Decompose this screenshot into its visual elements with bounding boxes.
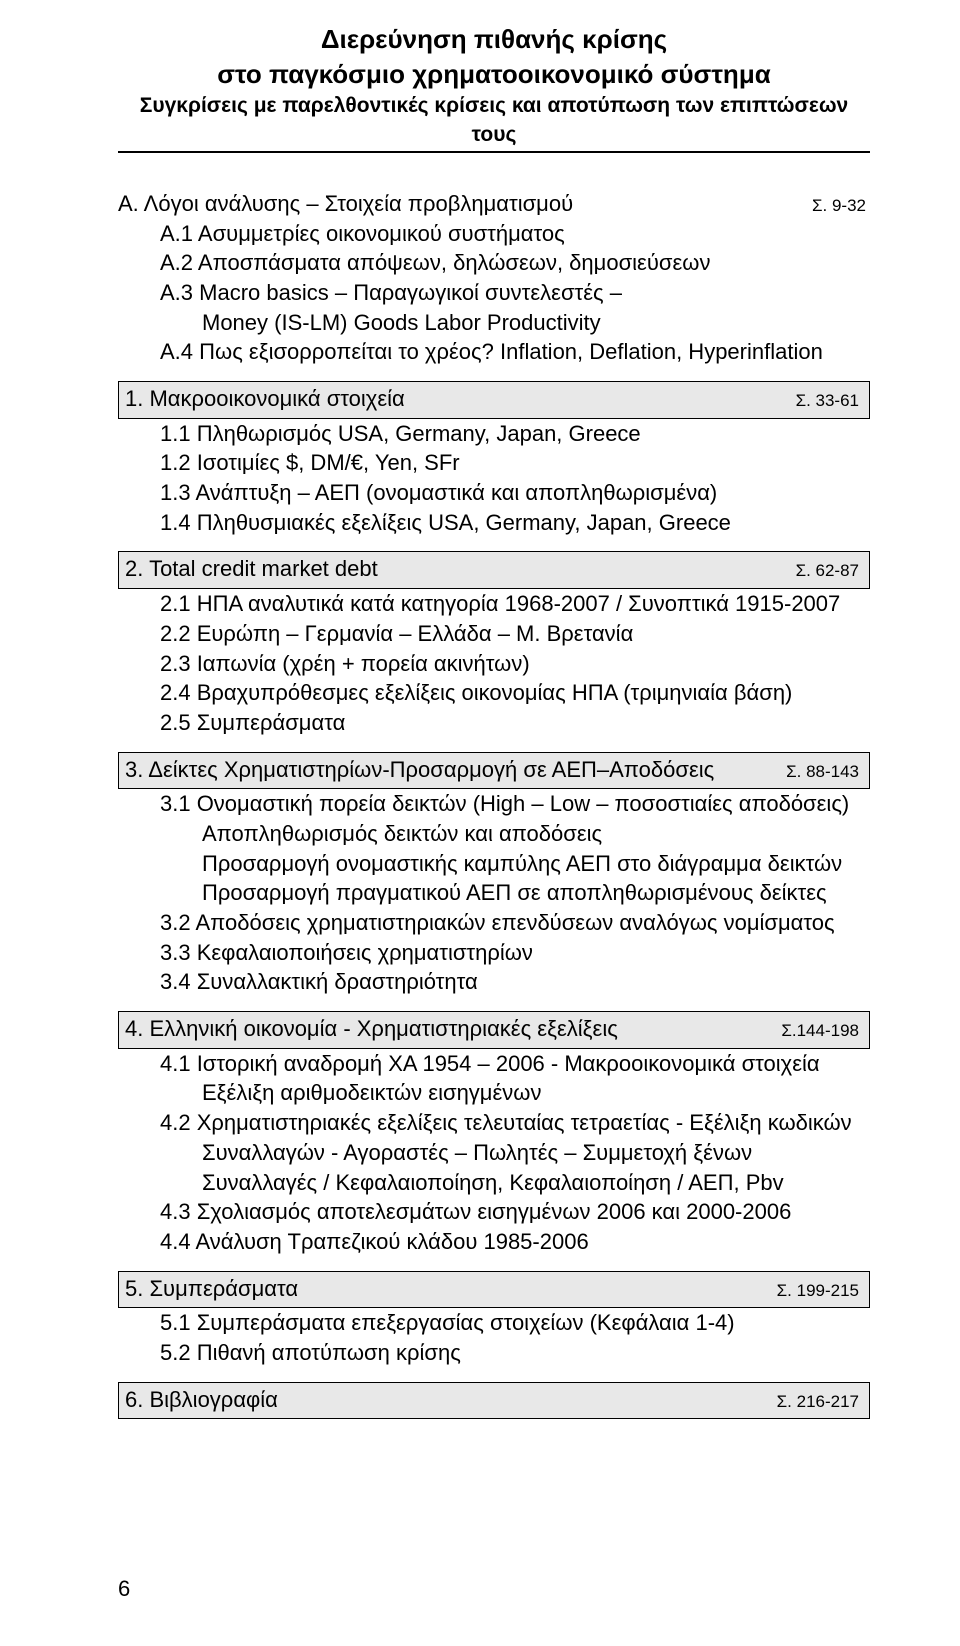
section-a-head: Α. Λόγοι ανάλυσης – Στοιχεία προβληματισ… — [118, 189, 870, 219]
section-6-head: 6. Βιβλιογραφία Σ. 216-217 — [118, 1382, 870, 1420]
section-6: 6. Βιβλιογραφία Σ. 216-217 — [118, 1382, 870, 1420]
toc-item: 4.4 Ανάλυση Τραπεζικού κλάδου 1985-2006 — [160, 1227, 870, 1257]
toc-item: 4.1 Ιστορική αναδρομή ΧΑ 1954 – 2006 - Μ… — [160, 1049, 870, 1079]
section-1-pageref: Σ. 33-61 — [796, 390, 863, 413]
section-a-title: Α. Λόγοι ανάλυσης – Στοιχεία προβληματισ… — [118, 189, 573, 219]
toc-subitem: Προσαρμογή πραγματικού ΑΕΠ σε αποπληθωρι… — [202, 878, 870, 908]
section-5: 5. Συμπεράσματα Σ. 199-215 5.1 Συμπεράσμ… — [118, 1271, 870, 1368]
toc-subitem: Money (IS-LM) Goods Labor Productivity — [202, 308, 870, 338]
section-2: 2. Total credit market debt Σ. 62-87 2.1… — [118, 551, 870, 737]
toc-item: 5.2 Πιθανή αποτύπωση κρίσης — [160, 1338, 870, 1368]
toc-item: 1.3 Ανάπτυξη – ΑΕΠ (ονομαστικά και αποπλ… — [160, 478, 870, 508]
toc-item: 1.1 Πληθωρισμός USA, Germany, Japan, Gre… — [160, 419, 870, 449]
toc-item: Α.1 Ασυμμετρίες οικονομικού συστήματος — [160, 219, 870, 249]
toc-item: 4.3 Σχολιασμός αποτελεσμάτων εισηγμένων … — [160, 1197, 870, 1227]
toc-item: Α.4 Πως εξισορροπείται το χρέος? Inflati… — [160, 337, 870, 367]
toc-item: 1.4 Πληθυσμιακές εξελίξεις USA, Germany,… — [160, 508, 870, 538]
toc-item: 5.1 Συμπεράσματα επεξεργασίας στοιχείων … — [160, 1308, 870, 1338]
toc-subitem: Συναλλαγών - Αγοραστές – Πωλητές – Συμμε… — [202, 1138, 870, 1168]
section-a: Α. Λόγοι ανάλυσης – Στοιχεία προβληματισ… — [118, 189, 870, 367]
section-5-items: 5.1 Συμπεράσματα επεξεργασίας στοιχείων … — [160, 1308, 870, 1367]
toc-item: 2.1 ΗΠΑ αναλυτικά κατά κατηγορία 1968-20… — [160, 589, 870, 619]
toc-item: 3.4 Συναλλακτική δραστηριότητα — [160, 967, 870, 997]
section-a-pageref: Σ. 9-32 — [812, 195, 870, 218]
section-5-title: 5. Συμπεράσματα — [125, 1274, 298, 1304]
section-3-title: 3. Δείκτες Χρηματιστηρίων-Προσαρμογή σε … — [125, 755, 714, 785]
toc-subitem: Συναλλαγές / Κεφαλαιοποίηση, Κεφαλαιοποί… — [202, 1168, 870, 1198]
section-3: 3. Δείκτες Χρηματιστηρίων-Προσαρμογή σε … — [118, 752, 870, 998]
section-a-items: Α.1 Ασυμμετρίες οικονομικού συστήματος Α… — [160, 219, 870, 367]
toc-subitem: Αποπληθωρισμός δεικτών και αποδόσεις — [202, 819, 870, 849]
page-number: 6 — [118, 1576, 130, 1602]
section-6-pageref: Σ. 216-217 — [777, 1391, 863, 1414]
title-line-3: Συγκρίσεις με παρελθοντικές κρίσεις και … — [118, 92, 870, 149]
toc-item: Α.3 Macro basics – Παραγωγικοί συντελεστ… — [160, 278, 870, 308]
section-2-items: 2.1 ΗΠΑ αναλυτικά κατά κατηγορία 1968-20… — [160, 589, 870, 737]
title-line-2: στο παγκόσμιο χρηματοοικονομικό σύστημα — [118, 57, 870, 92]
section-5-head: 5. Συμπεράσματα Σ. 199-215 — [118, 1271, 870, 1309]
section-6-title: 6. Βιβλιογραφία — [125, 1385, 278, 1415]
toc-item: Α.2 Αποσπάσματα απόψεων, δηλώσεων, δημοσ… — [160, 248, 870, 278]
toc-item: 2.3 Ιαπωνία (χρέη + πορεία ακινήτων) — [160, 649, 870, 679]
toc-item: 2.2 Ευρώπη – Γερμανία – Ελλάδα – Μ. Βρετ… — [160, 619, 870, 649]
section-4-pageref: Σ.144-198 — [781, 1020, 863, 1043]
title-block: Διερεύνηση πιθανής κρίσης στο παγκόσμιο … — [118, 22, 870, 149]
section-3-items: 3.1 Ονομαστική πορεία δεικτών (High – Lo… — [160, 789, 870, 997]
section-1: 1. Μακροοικονομικά στοιχεία Σ. 33-61 1.1… — [118, 381, 870, 537]
document-page: Διερεύνηση πιθανής κρίσης στο παγκόσμιο … — [0, 0, 960, 1646]
toc-item: 3.1 Ονομαστική πορεία δεικτών (High – Lo… — [160, 789, 870, 819]
section-4-title: 4. Ελληνική οικονομία - Χρηματιστηριακές… — [125, 1014, 618, 1044]
toc-subitem: Εξέλιξη αριθμοδεικτών εισηγμένων — [202, 1078, 870, 1108]
toc-item: 4.2 Χρηματιστηριακές εξελίξεις τελευταία… — [160, 1108, 870, 1138]
section-3-head: 3. Δείκτες Χρηματιστηρίων-Προσαρμογή σε … — [118, 752, 870, 790]
section-3-pageref: Σ. 88-143 — [786, 761, 863, 784]
toc-item: 1.2 Ισοτιμίες $, DM/€, Yen, SFr — [160, 448, 870, 478]
section-2-title: 2. Total credit market debt — [125, 554, 378, 584]
section-2-pageref: Σ. 62-87 — [796, 560, 863, 583]
section-5-pageref: Σ. 199-215 — [777, 1280, 863, 1303]
title-line-1: Διερεύνηση πιθανής κρίσης — [118, 22, 870, 57]
toc-item: 3.2 Αποδόσεις χρηματιστηριακών επενδύσεω… — [160, 908, 870, 938]
toc-item: 2.4 Βραχυπρόθεσμες εξελίξεις οικονομίας … — [160, 678, 870, 708]
section-2-head: 2. Total credit market debt Σ. 62-87 — [118, 551, 870, 589]
section-4-head: 4. Ελληνική οικονομία - Χρηματιστηριακές… — [118, 1011, 870, 1049]
section-1-items: 1.1 Πληθωρισμός USA, Germany, Japan, Gre… — [160, 419, 870, 538]
section-4-items: 4.1 Ιστορική αναδρομή ΧΑ 1954 – 2006 - Μ… — [160, 1049, 870, 1257]
section-4: 4. Ελληνική οικονομία - Χρηματιστηριακές… — [118, 1011, 870, 1257]
section-1-title: 1. Μακροοικονομικά στοιχεία — [125, 384, 405, 414]
toc-item: 2.5 Συμπεράσματα — [160, 708, 870, 738]
toc-item: 3.3 Κεφαλαιοποιήσεις χρηματιστηρίων — [160, 938, 870, 968]
toc-subitem: Προσαρμογή ονομαστικής καμπύλης ΑΕΠ στο … — [202, 849, 870, 879]
section-1-head: 1. Μακροοικονομικά στοιχεία Σ. 33-61 — [118, 381, 870, 419]
